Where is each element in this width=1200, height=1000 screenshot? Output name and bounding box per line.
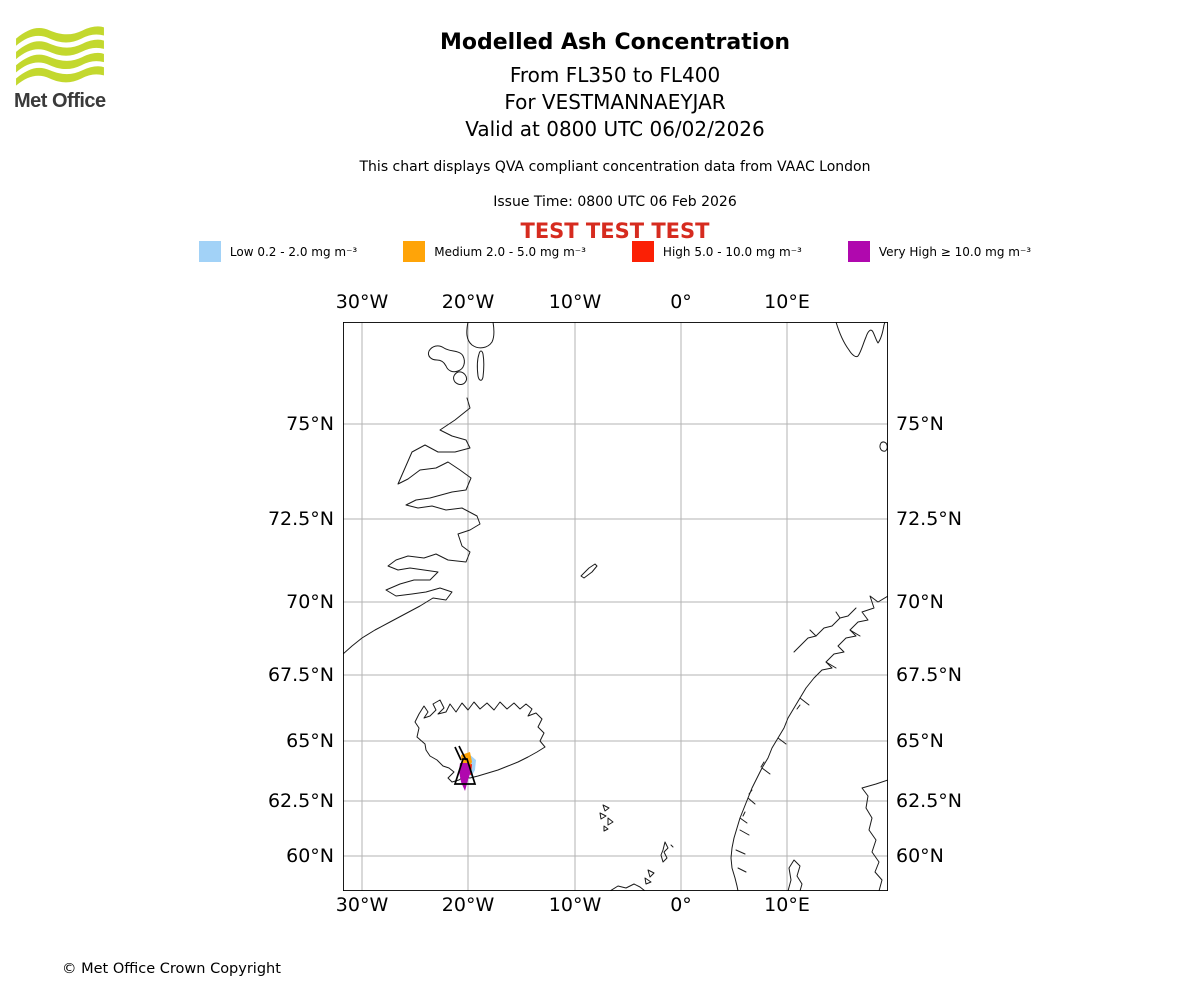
legend-label-low: Low 0.2 - 2.0 mg m⁻³ — [229, 244, 358, 259]
lon-tick-bottom: 10°E — [764, 894, 810, 916]
lat-tick-right: 70°N — [896, 591, 944, 613]
map-background — [343, 322, 888, 891]
lon-tick-bottom: 0° — [670, 894, 692, 916]
greenland-island-3 — [476, 350, 485, 381]
chart-header: Modelled Ash Concentration From FL350 to… — [15, 30, 1200, 243]
map-canvas — [343, 322, 888, 891]
legend-item-low: Low 0.2 - 2.0 mg m⁻³ — [198, 241, 358, 262]
issue-time: Issue Time: 0800 UTC 06 Feb 2026 — [493, 194, 737, 210]
lon-tick-bottom: 10°W — [548, 894, 602, 916]
lon-tick-top: 10°W — [548, 291, 602, 313]
lat-tick-right: 65°N — [896, 730, 944, 752]
iceland-coast — [414, 699, 546, 783]
graticule-grid — [343, 322, 888, 891]
subtitle-flight-levels: From FL350 to FL400 — [509, 63, 721, 87]
very-high-swatch-icon — [847, 241, 870, 262]
lat-tick-right: 75°N — [896, 413, 944, 435]
greenland-coast — [343, 397, 481, 655]
south-norway-coast — [787, 859, 803, 891]
lon-tick-top: 30°W — [335, 291, 389, 313]
shetland-islands — [660, 841, 669, 863]
lon-tick-top: 10°E — [764, 291, 810, 313]
lon-tick-bottom: 30°W — [335, 894, 389, 916]
legend-label-very-high: Very High ≥ 10.0 mg m⁻³ — [878, 244, 1032, 259]
lat-tick-left: 62.5°N — [267, 790, 334, 812]
lon-tick-bottom: 20°W — [441, 894, 495, 916]
scotland-coast — [609, 883, 646, 891]
lat-tick-left: 60°N — [286, 845, 334, 867]
sweden-coast — [861, 779, 888, 891]
bear-island-coast — [879, 441, 888, 452]
high-swatch-icon — [631, 241, 654, 262]
lofoten-islands — [793, 607, 857, 653]
legend-item-medium: Medium 2.0 - 5.0 mg m⁻³ — [403, 241, 586, 262]
jan-mayen-coast — [580, 563, 598, 579]
svalbard-coast — [835, 322, 886, 358]
norway-coast — [730, 595, 888, 891]
greenland-island-2 — [428, 345, 465, 373]
qva-note: This chart displays QVA compliant concen… — [359, 159, 871, 175]
subtitle-valid-time: Valid at 0800 UTC 06/02/2026 — [465, 117, 765, 141]
subtitle-location: For VESTMANNAEYJAR — [504, 90, 726, 114]
low-swatch-icon — [198, 241, 221, 262]
faroe-islands — [602, 804, 610, 812]
orkney-islands — [647, 869, 655, 878]
legend-item-high: High 5.0 - 10.0 mg m⁻³ — [631, 241, 802, 262]
legend-label-medium: Medium 2.0 - 5.0 mg m⁻³ — [434, 244, 586, 259]
lon-tick-top: 20°W — [441, 291, 495, 313]
lat-tick-right: 62.5°N — [896, 790, 963, 812]
lat-tick-right: 60°N — [896, 845, 944, 867]
test-banner: TEST TEST TEST — [520, 219, 710, 243]
legend-label-high: High 5.0 - 10.0 mg m⁻³ — [662, 244, 802, 259]
lat-tick-left: 75°N — [286, 413, 334, 435]
lat-tick-left: 65°N — [286, 730, 334, 752]
lat-tick-right: 67.5°N — [896, 664, 963, 686]
legend-item-very-high: Very High ≥ 10.0 mg m⁻³ — [847, 241, 1032, 262]
lat-tick-left: 70°N — [286, 591, 334, 613]
page-title: Modelled Ash Concentration — [439, 30, 791, 55]
lon-tick-top: 0° — [670, 291, 692, 313]
volcano-icon — [453, 745, 477, 785]
lat-tick-left: 72.5°N — [267, 508, 334, 530]
lat-tick-left: 67.5°N — [267, 664, 334, 686]
lat-tick-right: 72.5°N — [896, 508, 963, 530]
concentration-legend: Low 0.2 - 2.0 mg m⁻³ Medium 2.0 - 5.0 mg… — [0, 241, 1200, 262]
greenland-island-4 — [453, 371, 467, 385]
copyright-text: © Met Office Crown Copyright — [62, 961, 281, 977]
medium-swatch-icon — [403, 241, 426, 262]
met-office-wordmark: Met Office — [14, 90, 106, 112]
met-office-waves-icon — [16, 26, 104, 86]
coastlines — [343, 322, 888, 891]
met-office-logo: Met Office — [14, 26, 124, 113]
greenland-island-1 — [466, 322, 495, 349]
